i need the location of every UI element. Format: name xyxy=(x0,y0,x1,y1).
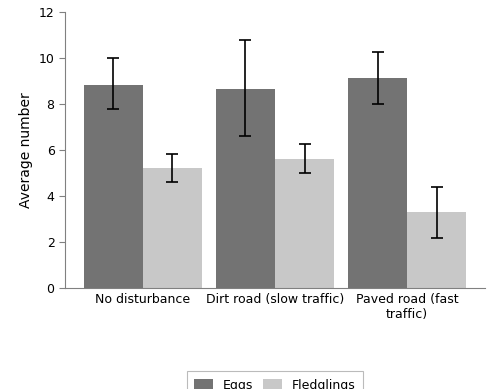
Y-axis label: Average number: Average number xyxy=(19,92,33,208)
Bar xyxy=(143,168,202,288)
Bar xyxy=(407,212,467,288)
Legend: Eggs, Fledglings: Eggs, Fledglings xyxy=(186,371,364,389)
Bar xyxy=(275,159,334,288)
Bar xyxy=(216,89,275,288)
Bar xyxy=(348,79,407,288)
Bar xyxy=(84,85,143,288)
